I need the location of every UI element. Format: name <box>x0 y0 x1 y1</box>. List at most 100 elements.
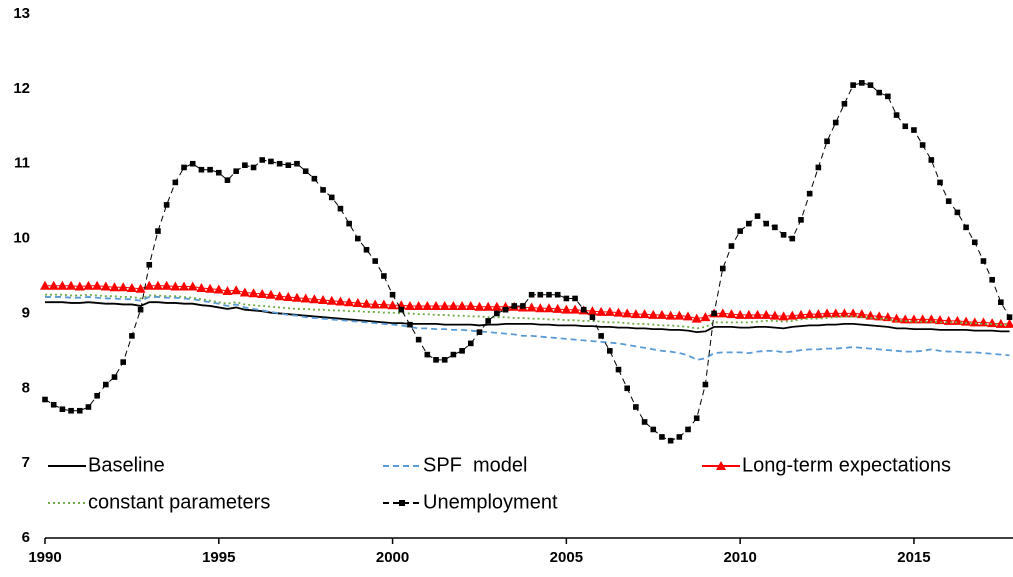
marker <box>187 281 198 291</box>
marker <box>309 294 320 304</box>
line <box>45 293 1010 330</box>
marker <box>494 310 500 317</box>
marker <box>856 309 867 319</box>
marker <box>83 280 94 290</box>
marker <box>650 426 657 433</box>
marker <box>1004 318 1013 328</box>
y-tick-label: 11 <box>14 155 30 172</box>
marker <box>919 142 926 148</box>
marker <box>274 291 285 301</box>
marker <box>378 299 389 309</box>
marker <box>474 301 485 311</box>
marker <box>40 280 50 290</box>
marker <box>630 309 641 319</box>
marker <box>832 119 839 126</box>
x-tick-label: 1995 <box>202 549 235 566</box>
marker <box>769 310 780 320</box>
marker <box>587 306 598 316</box>
legend-item: Baseline <box>48 454 165 476</box>
legend-label: Unemployment <box>423 491 558 513</box>
marker <box>546 291 552 298</box>
marker <box>772 224 778 231</box>
marker <box>674 310 685 320</box>
line <box>44 82 1010 442</box>
marker <box>604 306 615 316</box>
marker <box>196 282 207 292</box>
marker <box>685 426 691 433</box>
marker <box>891 313 902 323</box>
series <box>45 293 1010 330</box>
marker <box>103 381 109 388</box>
marker <box>248 288 259 298</box>
marker <box>961 316 972 326</box>
marker <box>969 317 980 327</box>
marker <box>448 300 459 310</box>
marker <box>902 123 909 130</box>
marker <box>389 291 396 298</box>
marker <box>50 401 57 408</box>
marker <box>285 162 292 169</box>
series <box>45 301 1010 334</box>
marker <box>787 310 798 320</box>
marker <box>543 303 554 313</box>
marker <box>596 306 607 316</box>
marker <box>387 300 398 310</box>
marker <box>754 213 761 219</box>
marker <box>839 308 850 318</box>
marker <box>111 374 118 380</box>
marker <box>613 307 624 317</box>
marker <box>57 280 68 290</box>
marker <box>989 276 995 283</box>
marker <box>439 300 450 310</box>
marker <box>848 308 859 318</box>
marker <box>824 138 830 145</box>
marker <box>693 415 700 422</box>
marker <box>780 232 787 238</box>
marker <box>589 314 596 320</box>
legend-item: Long-term expectations <box>702 454 951 476</box>
x-tick-label: 2000 <box>376 549 409 566</box>
marker <box>882 312 893 322</box>
marker <box>68 407 74 414</box>
marker <box>276 160 283 167</box>
marker <box>526 302 537 312</box>
marker <box>987 318 998 328</box>
marker <box>1006 314 1013 320</box>
marker <box>300 293 311 303</box>
marker <box>424 351 431 358</box>
marker <box>291 292 302 302</box>
marker <box>337 205 344 212</box>
marker <box>911 127 917 133</box>
y-tick-label: 6 <box>22 529 30 546</box>
marker <box>789 235 796 242</box>
marker <box>129 333 135 339</box>
marker <box>885 93 891 100</box>
marker <box>459 348 465 354</box>
legend-label: SPF model <box>423 454 527 476</box>
marker <box>607 348 613 354</box>
marker <box>59 406 66 413</box>
marker <box>728 243 735 249</box>
marker <box>239 287 250 297</box>
marker <box>795 309 806 319</box>
marker <box>491 301 502 311</box>
x-tick-label: 2015 <box>897 549 930 566</box>
marker <box>144 280 155 290</box>
x-tick-label: 1990 <box>28 549 61 566</box>
marker <box>207 166 213 173</box>
marker <box>656 309 667 319</box>
marker <box>511 303 518 309</box>
marker <box>181 164 187 171</box>
marker <box>952 315 963 325</box>
marker <box>633 404 639 410</box>
marker <box>126 282 137 292</box>
marker <box>268 158 274 165</box>
marker <box>152 280 163 290</box>
marker <box>850 82 856 88</box>
marker <box>676 434 683 440</box>
marker <box>311 175 318 182</box>
marker <box>900 314 911 324</box>
marker <box>859 80 865 86</box>
marker <box>398 306 405 313</box>
